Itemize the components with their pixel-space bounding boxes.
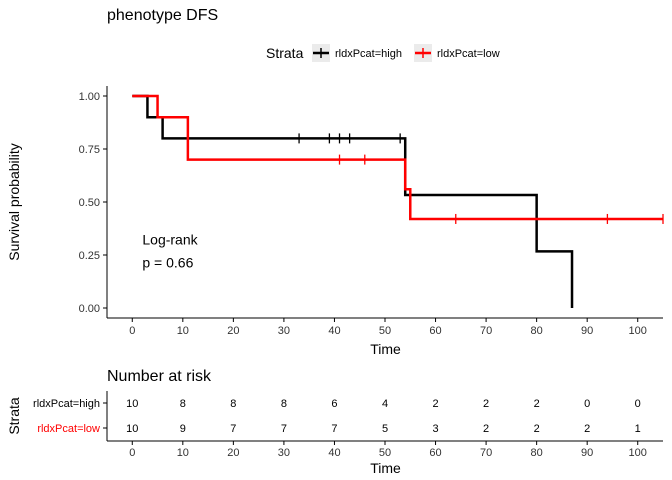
risk-cell: 8 xyxy=(281,398,287,410)
risk-cell: 2 xyxy=(534,398,540,410)
risk-row-label: rldxPcat=low xyxy=(37,423,100,435)
x-tick-label: 80 xyxy=(531,325,543,337)
risk-cell: 2 xyxy=(432,398,438,410)
chart-title: phenotype DFS xyxy=(107,7,218,24)
y-tick-label: 0.25 xyxy=(79,250,100,262)
risk-cell: 5 xyxy=(382,423,388,435)
x-tick-label: 100 xyxy=(629,325,647,337)
x-tick-label: 20 xyxy=(227,325,239,337)
risk-cell: 2 xyxy=(584,423,590,435)
risk-x-tick-label: 20 xyxy=(227,447,239,459)
x-tick-label: 30 xyxy=(278,325,290,337)
risk-x-tick-label: 40 xyxy=(328,447,340,459)
survival-curve-rldxpcat-high xyxy=(132,94,574,308)
risk-cell: 9 xyxy=(180,423,186,435)
risk-x-tick-label: 60 xyxy=(429,447,441,459)
risk-x-axis-label: Time xyxy=(370,460,401,476)
x-tick-label: 60 xyxy=(429,325,441,337)
risk-cell: 1 xyxy=(635,423,641,435)
risk-x-tick-label: 50 xyxy=(379,447,391,459)
legend-title: Strata xyxy=(266,45,304,61)
y-tick-label: 0.00 xyxy=(79,303,100,315)
risk-x-tick-label: 90 xyxy=(581,447,593,459)
risk-x-tick-label: 10 xyxy=(177,447,189,459)
x-tick-label: 0 xyxy=(129,325,135,337)
x-ticks: 0 10 20 30 40 50 60 70 80 90 100 xyxy=(129,318,647,337)
risk-cell: 7 xyxy=(331,423,337,435)
risk-cell: 2 xyxy=(483,423,489,435)
x-tick-label: 10 xyxy=(177,325,189,337)
risk-cell: 3 xyxy=(432,423,438,435)
risk-cell: 0 xyxy=(635,398,641,410)
legend-label-low: rldxPcat=low xyxy=(437,48,500,60)
y-tick-label: 0.50 xyxy=(79,197,100,209)
x-tick-label: 90 xyxy=(581,325,593,337)
annotation-logrank: Log-rank xyxy=(142,231,198,247)
y-axis-label: Survival probability xyxy=(6,143,22,261)
survival-curve-rldxpcat-low xyxy=(132,94,663,221)
y-tick-label: 0.75 xyxy=(79,144,100,156)
legend: Strata rldxPcat=high rldxPcat=low xyxy=(266,44,500,62)
risk-cell: 6 xyxy=(331,398,337,410)
risk-cell: 8 xyxy=(180,398,186,410)
x-tick-label: 50 xyxy=(379,325,391,337)
risk-cell: 7 xyxy=(281,423,287,435)
x-axis-label: Time xyxy=(370,341,401,357)
survival-plot: 0.00 0.25 0.50 0.75 1.00 0 10 20 30 40 50 60 70 80 90… xyxy=(6,86,664,357)
risk-x-tick-label: 30 xyxy=(278,447,290,459)
survival-curves xyxy=(132,94,664,308)
risk-cell: 10 xyxy=(126,398,138,410)
risk-rows: rldxPcat=high 10 8 8 8 6 4 2 2 2 0 0 rldxPcat=low 10 9… xyxy=(33,398,641,435)
x-tick-label: 40 xyxy=(328,325,340,337)
risk-x-tick-label: 70 xyxy=(480,447,492,459)
y-tick-label: 1.00 xyxy=(79,91,100,103)
risk-x-tick-label: 80 xyxy=(531,447,543,459)
risk-cell: 0 xyxy=(584,398,590,410)
risk-cell: 7 xyxy=(230,423,236,435)
risk-x-tick-label: 100 xyxy=(629,447,647,459)
risk-x-tick-label: 0 xyxy=(129,447,135,459)
legend-label-high: rldxPcat=high xyxy=(335,48,402,60)
risk-y-axis-label: Strata xyxy=(6,397,22,435)
risk-row-label: rldxPcat=high xyxy=(33,398,100,410)
risk-cell: 8 xyxy=(230,398,236,410)
risk-cell: 2 xyxy=(483,398,489,410)
risk-table: Number at risk rldxPcat=high 10 8 8 8 6 4 2 2 2 0 0… xyxy=(6,368,663,476)
risk-cell: 4 xyxy=(382,398,388,410)
annotation-pvalue: p = 0.66 xyxy=(142,255,193,271)
y-ticks: 0.00 0.25 0.50 0.75 1.00 xyxy=(79,91,107,315)
risk-table-title: Number at risk xyxy=(107,368,212,385)
risk-cell: 10 xyxy=(126,423,138,435)
risk-x-ticks: 0 10 20 30 40 50 60 70 80 90 100 xyxy=(129,441,647,459)
risk-cell: 2 xyxy=(534,423,540,435)
x-tick-label: 70 xyxy=(480,325,492,337)
